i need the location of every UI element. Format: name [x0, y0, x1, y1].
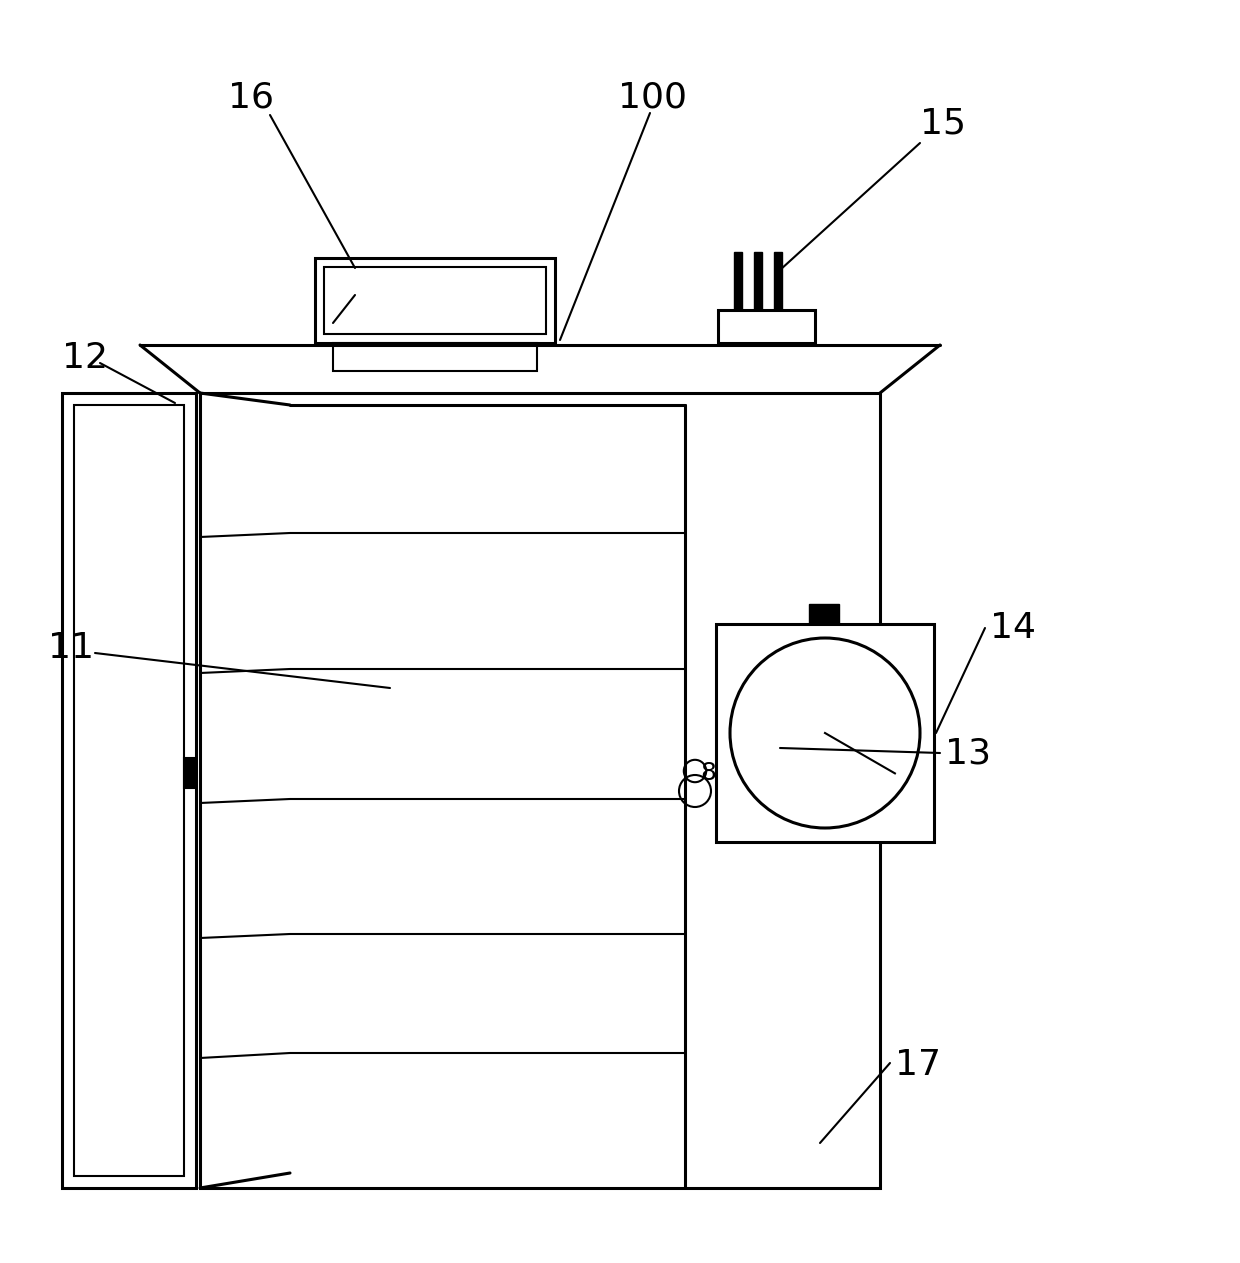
- Bar: [808, 604, 839, 626]
- Bar: [184, 758, 196, 788]
- Bar: [774, 253, 782, 309]
- Text: 12: 12: [62, 341, 108, 375]
- Text: 8: 8: [701, 762, 715, 786]
- Text: 14: 14: [990, 611, 1035, 645]
- Text: 17: 17: [895, 1048, 941, 1082]
- Text: 100: 100: [618, 81, 687, 115]
- Bar: [62, 393, 196, 1188]
- Bar: [715, 624, 934, 842]
- Bar: [754, 253, 763, 309]
- Text: 16: 16: [228, 81, 274, 115]
- Bar: [200, 393, 880, 1188]
- Bar: [740, 743, 760, 763]
- Bar: [324, 266, 546, 333]
- Bar: [334, 344, 537, 371]
- Bar: [74, 405, 184, 1176]
- Text: 13: 13: [945, 736, 991, 770]
- Text: 11: 11: [48, 632, 94, 666]
- Bar: [734, 253, 742, 309]
- Bar: [728, 688, 777, 798]
- Text: 15: 15: [920, 106, 966, 140]
- Bar: [740, 709, 760, 727]
- Bar: [718, 309, 815, 344]
- Bar: [315, 258, 556, 344]
